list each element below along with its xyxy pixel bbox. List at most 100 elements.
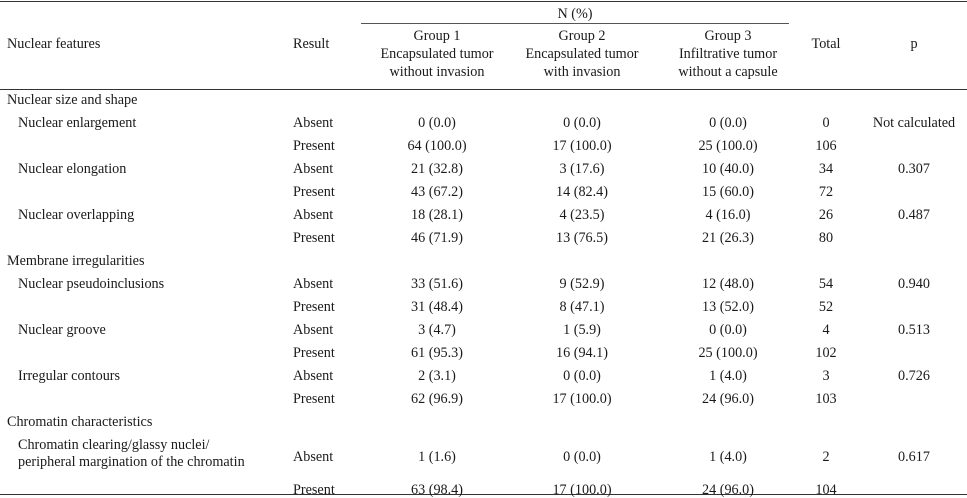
header-p: p bbox=[910, 36, 918, 52]
result-cell: Present bbox=[293, 299, 335, 315]
result-cell: Present bbox=[293, 184, 335, 200]
header-total: Total bbox=[811, 36, 841, 52]
group-3-cell: 15 (60.0) bbox=[701, 184, 754, 200]
group-3-cell: 1 (4.0) bbox=[709, 449, 747, 465]
total-cell: 103 bbox=[815, 391, 837, 407]
group-1-cell: 0 (0.0) bbox=[418, 115, 456, 131]
header-nuclear-features: Nuclear features bbox=[7, 36, 101, 52]
group-1-cell: 21 (32.8) bbox=[410, 161, 463, 177]
header-group-2-line-3: with invasion bbox=[543, 64, 621, 80]
group-2-cell: 17 (100.0) bbox=[552, 482, 612, 498]
n-percent-header: N (%) bbox=[557, 6, 593, 22]
group-3-cell: 0 (0.0) bbox=[709, 322, 747, 338]
total-cell: 4 bbox=[822, 322, 830, 338]
group-1-cell: 63 (98.4) bbox=[410, 482, 463, 498]
group-2-cell: 1 (5.9) bbox=[563, 322, 601, 338]
header-group-1-line-1: Group 1 bbox=[413, 28, 461, 44]
feature-name: Nuclear enlargement bbox=[18, 115, 137, 131]
result-cell: Present bbox=[293, 482, 335, 498]
total-cell: 3 bbox=[822, 368, 830, 384]
feature-name: Nuclear overlapping bbox=[18, 207, 135, 223]
p-value-cell: 0.617 bbox=[898, 449, 930, 465]
header-group-1-line-2: Encapsulated tumor bbox=[380, 46, 494, 62]
feature-name: Nuclear pseudoinclusions bbox=[18, 276, 165, 292]
result-cell: Absent bbox=[293, 161, 334, 177]
group-2-cell: 14 (82.4) bbox=[555, 184, 608, 200]
group-2-cell: 17 (100.0) bbox=[552, 138, 612, 154]
group-2-cell: 3 (17.6) bbox=[559, 161, 605, 177]
total-cell: 72 bbox=[818, 184, 834, 200]
feature-name: Nuclear elongation bbox=[18, 161, 127, 177]
header-group-1-line-3: without invasion bbox=[389, 64, 485, 80]
group-3-cell: 12 (48.0) bbox=[701, 276, 754, 292]
group-3-cell: 21 (26.3) bbox=[701, 230, 754, 246]
result-cell: Present bbox=[293, 345, 335, 361]
result-cell: Absent bbox=[293, 449, 334, 465]
total-cell: 102 bbox=[815, 345, 837, 361]
group-2-cell: 4 (23.5) bbox=[559, 207, 605, 223]
group-2-cell: 13 (76.5) bbox=[555, 230, 608, 246]
header-group-3-line-3: without a capsule bbox=[678, 64, 778, 80]
group-2-cell: 9 (52.9) bbox=[559, 276, 605, 292]
top-rule bbox=[0, 1, 967, 2]
group-1-cell: 46 (71.9) bbox=[410, 230, 463, 246]
p-value-cell: 0.487 bbox=[898, 207, 930, 223]
section-title: Chromatin characteristics bbox=[7, 414, 153, 430]
group-1-cell: 33 (51.6) bbox=[410, 276, 463, 292]
group-1-cell: 43 (67.2) bbox=[410, 184, 463, 200]
total-cell: 106 bbox=[815, 138, 837, 154]
group-1-cell: 3 (4.7) bbox=[418, 322, 456, 338]
group-1-cell: 64 (100.0) bbox=[407, 138, 467, 154]
group-1-cell: 18 (28.1) bbox=[410, 207, 463, 223]
result-cell: Absent bbox=[293, 322, 334, 338]
section-title: Membrane irregularities bbox=[7, 253, 145, 269]
group-2-cell: 0 (0.0) bbox=[563, 449, 601, 465]
result-cell: Present bbox=[293, 230, 335, 246]
group-2-cell: 0 (0.0) bbox=[563, 368, 601, 384]
header-result: Result bbox=[293, 36, 330, 52]
result-cell: Present bbox=[293, 138, 335, 154]
group-3-cell: 25 (100.0) bbox=[698, 138, 758, 154]
group-3-cell: 1 (4.0) bbox=[709, 368, 747, 384]
result-cell: Absent bbox=[293, 276, 334, 292]
group-3-cell: 24 (96.0) bbox=[701, 482, 754, 498]
feature-name: Nuclear groove bbox=[18, 322, 106, 338]
total-cell: 34 bbox=[818, 161, 834, 177]
group-1-cell: 61 (95.3) bbox=[410, 345, 463, 361]
feature-name: Chromatin clearing/glassy nuclei/ bbox=[18, 437, 210, 453]
total-cell: 54 bbox=[818, 276, 834, 292]
section-title: Nuclear size and shape bbox=[7, 92, 138, 108]
feature-name: peripheral margination of the chromatin bbox=[18, 454, 245, 470]
group-3-cell: 13 (52.0) bbox=[701, 299, 754, 315]
group-span-rule bbox=[361, 23, 789, 24]
group-2-cell: 17 (100.0) bbox=[552, 391, 612, 407]
bottom-rule bbox=[0, 494, 967, 495]
group-1-cell: 2 (3.1) bbox=[418, 368, 456, 384]
group-1-cell: 1 (1.6) bbox=[418, 449, 456, 465]
total-cell: 104 bbox=[815, 482, 837, 498]
group-3-cell: 25 (100.0) bbox=[698, 345, 758, 361]
header-group-3-line-1: Group 3 bbox=[704, 28, 752, 44]
result-cell: Absent bbox=[293, 368, 334, 384]
group-3-cell: 24 (96.0) bbox=[701, 391, 754, 407]
total-cell: 80 bbox=[818, 230, 834, 246]
group-3-cell: 4 (16.0) bbox=[705, 207, 751, 223]
group-2-cell: 0 (0.0) bbox=[563, 115, 601, 131]
group-1-cell: 62 (96.9) bbox=[410, 391, 463, 407]
p-value-cell: 0.726 bbox=[898, 368, 930, 384]
total-cell: 0 bbox=[822, 115, 830, 131]
group-3-cell: 0 (0.0) bbox=[709, 115, 747, 131]
total-cell: 2 bbox=[822, 449, 830, 465]
header-group-2-line-1: Group 2 bbox=[558, 28, 606, 44]
p-value-cell: 0.940 bbox=[898, 276, 930, 292]
p-value-cell: Not calculated bbox=[872, 115, 956, 131]
result-cell: Absent bbox=[293, 207, 334, 223]
group-3-cell: 10 (40.0) bbox=[701, 161, 754, 177]
result-cell: Absent bbox=[293, 115, 334, 131]
total-cell: 52 bbox=[818, 299, 834, 315]
total-cell: 26 bbox=[818, 207, 834, 223]
p-value-cell: 0.307 bbox=[898, 161, 930, 177]
p-value-cell: 0.513 bbox=[898, 322, 930, 338]
result-cell: Present bbox=[293, 391, 335, 407]
header-bottom-rule bbox=[0, 89, 967, 90]
